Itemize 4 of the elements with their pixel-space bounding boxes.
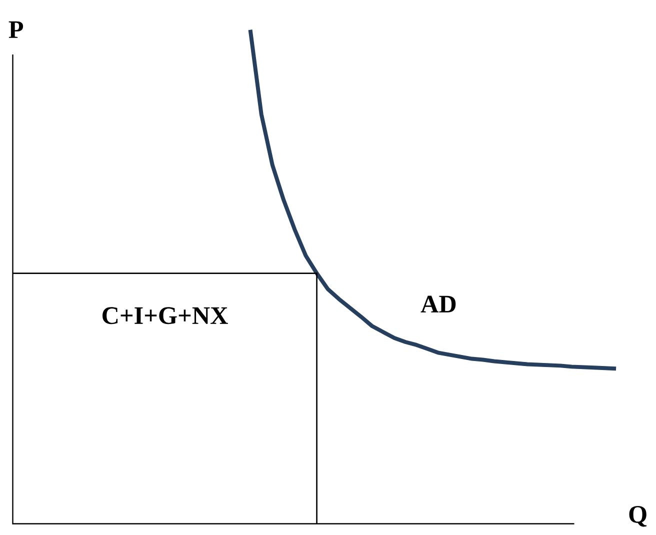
text: C+I+G+NX bbox=[102, 307, 228, 324]
series-label: AD bbox=[420, 296, 456, 312]
text: P bbox=[8, 21, 24, 38]
x-axis-title: Q bbox=[629, 506, 647, 527]
